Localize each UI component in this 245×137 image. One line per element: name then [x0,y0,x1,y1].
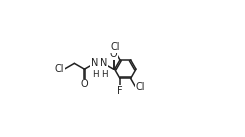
Text: Cl: Cl [111,42,120,52]
Text: O: O [110,49,117,59]
Text: Cl: Cl [135,82,145,92]
Text: N: N [91,58,98,68]
Text: H: H [92,70,98,79]
Text: Cl: Cl [55,64,64,74]
Text: O: O [81,79,88,89]
Text: N: N [100,58,107,68]
Text: H: H [101,70,107,79]
Text: F: F [117,86,123,96]
